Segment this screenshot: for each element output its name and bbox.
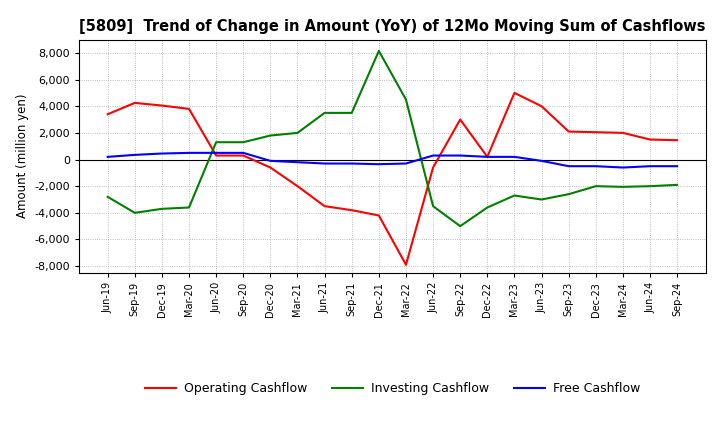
Operating Cashflow bbox=[185, 106, 194, 111]
Free Cashflow bbox=[672, 164, 681, 169]
Investing Cashflow bbox=[591, 183, 600, 189]
Investing Cashflow bbox=[374, 48, 383, 54]
Line: Operating Cashflow: Operating Cashflow bbox=[108, 93, 677, 265]
Operating Cashflow bbox=[510, 90, 518, 95]
Investing Cashflow bbox=[537, 197, 546, 202]
Investing Cashflow bbox=[130, 210, 139, 216]
Operating Cashflow bbox=[239, 153, 248, 158]
Operating Cashflow bbox=[618, 130, 627, 136]
Operating Cashflow bbox=[672, 138, 681, 143]
Investing Cashflow bbox=[672, 182, 681, 187]
Operating Cashflow bbox=[212, 153, 220, 158]
Investing Cashflow bbox=[483, 205, 492, 210]
Operating Cashflow bbox=[374, 213, 383, 218]
Line: Free Cashflow: Free Cashflow bbox=[108, 153, 677, 168]
Operating Cashflow bbox=[646, 137, 654, 142]
Operating Cashflow bbox=[104, 112, 112, 117]
Investing Cashflow bbox=[239, 139, 248, 145]
Operating Cashflow bbox=[158, 103, 166, 108]
Free Cashflow bbox=[266, 158, 275, 164]
Free Cashflow bbox=[130, 152, 139, 158]
Operating Cashflow bbox=[564, 129, 573, 134]
Title: [5809]  Trend of Change in Amount (YoY) of 12Mo Moving Sum of Cashflows: [5809] Trend of Change in Amount (YoY) o… bbox=[79, 19, 706, 34]
Operating Cashflow bbox=[320, 204, 329, 209]
Free Cashflow bbox=[646, 164, 654, 169]
Free Cashflow bbox=[591, 164, 600, 169]
Operating Cashflow bbox=[130, 100, 139, 106]
Investing Cashflow bbox=[104, 194, 112, 199]
Operating Cashflow bbox=[293, 183, 302, 189]
Free Cashflow bbox=[185, 150, 194, 155]
Legend: Operating Cashflow, Investing Cashflow, Free Cashflow: Operating Cashflow, Investing Cashflow, … bbox=[140, 377, 645, 400]
Investing Cashflow bbox=[618, 184, 627, 190]
Line: Investing Cashflow: Investing Cashflow bbox=[108, 51, 677, 226]
Free Cashflow bbox=[374, 161, 383, 167]
Investing Cashflow bbox=[428, 204, 437, 209]
Investing Cashflow bbox=[320, 110, 329, 116]
Free Cashflow bbox=[510, 154, 518, 160]
Free Cashflow bbox=[239, 150, 248, 155]
Investing Cashflow bbox=[402, 97, 410, 102]
Investing Cashflow bbox=[212, 139, 220, 145]
Investing Cashflow bbox=[293, 130, 302, 136]
Investing Cashflow bbox=[456, 224, 464, 229]
Operating Cashflow bbox=[483, 154, 492, 160]
Operating Cashflow bbox=[456, 117, 464, 122]
Operating Cashflow bbox=[537, 103, 546, 109]
Operating Cashflow bbox=[348, 208, 356, 213]
Operating Cashflow bbox=[266, 165, 275, 170]
Free Cashflow bbox=[483, 154, 492, 160]
Investing Cashflow bbox=[266, 133, 275, 138]
Free Cashflow bbox=[293, 160, 302, 165]
Investing Cashflow bbox=[158, 206, 166, 212]
Free Cashflow bbox=[158, 151, 166, 156]
Investing Cashflow bbox=[185, 205, 194, 210]
Investing Cashflow bbox=[510, 193, 518, 198]
Investing Cashflow bbox=[348, 110, 356, 116]
Operating Cashflow bbox=[428, 165, 437, 170]
Free Cashflow bbox=[618, 165, 627, 170]
Free Cashflow bbox=[212, 150, 220, 155]
Y-axis label: Amount (million yen): Amount (million yen) bbox=[16, 94, 29, 218]
Free Cashflow bbox=[456, 153, 464, 158]
Free Cashflow bbox=[320, 161, 329, 166]
Free Cashflow bbox=[104, 154, 112, 160]
Free Cashflow bbox=[537, 158, 546, 164]
Investing Cashflow bbox=[646, 183, 654, 189]
Free Cashflow bbox=[428, 153, 437, 158]
Operating Cashflow bbox=[402, 262, 410, 268]
Free Cashflow bbox=[564, 164, 573, 169]
Free Cashflow bbox=[402, 161, 410, 166]
Operating Cashflow bbox=[591, 129, 600, 135]
Investing Cashflow bbox=[564, 191, 573, 197]
Free Cashflow bbox=[348, 161, 356, 166]
